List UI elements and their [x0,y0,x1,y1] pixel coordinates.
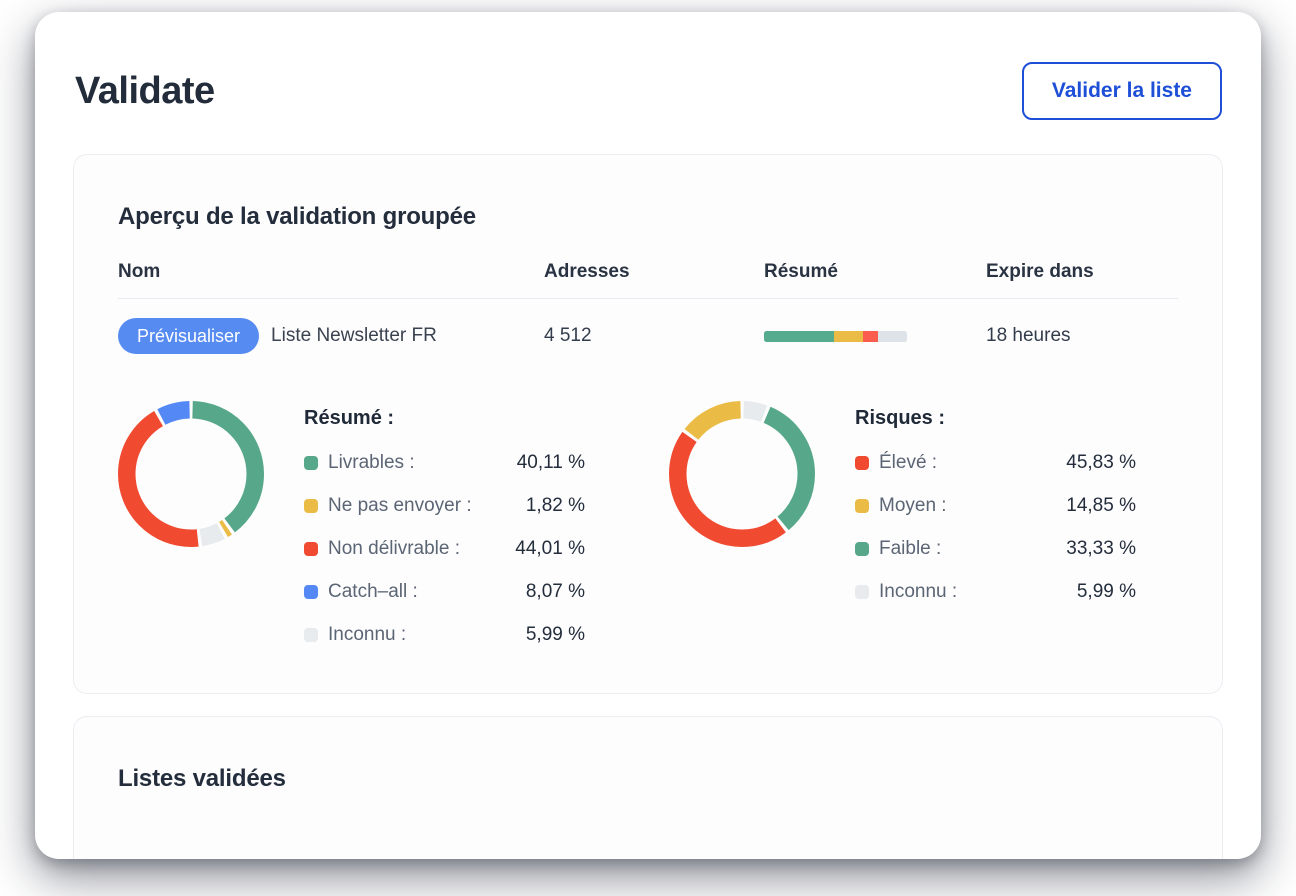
summary-minibar [764,330,907,342]
legend-row: Faible : 33,33 % [855,537,1136,561]
legend-row: Livrables : 40,11 % [304,451,585,475]
risk-legend-title: Risques : [855,407,946,429]
table-divider [118,298,1178,299]
legend-label: Faible : [879,538,942,559]
legend-row: Élevé : 45,83 % [855,451,1136,475]
legend-swatch [304,499,318,513]
expires-value: 18 heures [986,325,1071,346]
legend-label: Inconnu : [879,581,958,602]
legend-value: 45,83 % [1066,452,1136,473]
legend-row: Ne pas envoyer : 1,82 % [304,494,585,518]
legend-label: Élevé : [879,452,938,473]
charts-area: Résumé : Livrables : 40,11 % Ne pas envoye… [118,400,1178,647]
column-header-expire-dans: Expire dans [986,261,1094,282]
risk-legend-rows: Élevé : 45,83 % Moyen : 14,85 % Faible : 33,3… [855,451,1136,604]
minibar-segment-non-delivrable [862,330,879,342]
legend-value: 40,11 % [516,452,585,473]
table-row: Prévisualiser Liste Newsletter FR 4 512 … [118,299,1178,354]
legend-value: 14,85 % [1066,495,1136,516]
column-header-resume: Résumé [764,261,838,282]
validated-heading: Listes validées [118,765,286,792]
donut-segment-non-délivrable [118,401,264,547]
legend-swatch [304,456,318,470]
legend-value: 1,82 % [525,495,585,516]
column-header-adresses: Adresses [544,261,630,282]
legend-label: Non délivrable : [328,538,461,559]
validated-lists-card: Listes validées [73,716,1223,859]
donut-segment-livrables [118,401,264,547]
legend-value: 44,01 % [515,538,585,559]
summary-legend-title: Résumé : [304,407,395,429]
minibar-segment-ne-pas-envoyer [834,330,863,342]
summary-cell [764,330,986,342]
legend-value: 8,07 % [525,581,585,602]
summary-chart-group: Résumé : Livrables : 40,11 % Ne pas envoye… [118,400,627,647]
legend-row: Catch–all : 8,07 % [304,580,585,604]
minibar-segment-livrables [764,330,835,342]
legend-swatch [304,542,318,556]
overview-heading: Aperçu de la validation groupée [118,203,476,230]
summary-legend: Résumé : Livrables : 40,11 % Ne pas envoye… [304,400,585,647]
legend-swatch [304,585,318,599]
risk-chart-group: Risques : Élevé : 45,83 % Moyen : 14,85 % Fa… [669,400,1178,647]
table-header-row: Nom Adresses Résumé Expire dans [118,261,1178,298]
validate-window: Validate Valider la liste Aperçu de la v… [35,12,1261,859]
legend-swatch [855,585,869,599]
risk-donut-chart [669,401,815,547]
page-title: Validate [75,69,215,112]
donut-segment-élevé [669,401,815,547]
legend-row: Inconnu : 5,99 % [855,580,1136,604]
legend-row: Inconnu : 5,99 % [304,623,585,647]
legend-swatch [855,542,869,556]
legend-swatch [855,499,869,513]
legend-value: 33,33 % [1066,538,1136,559]
summary-donut-chart [118,401,264,547]
legend-value: 5,99 % [1076,581,1136,602]
legend-label: Moyen : [879,495,947,516]
preview-button[interactable]: Prévisualiser [118,318,260,354]
name-cell: Prévisualiser Liste Newsletter FR [118,318,544,354]
legend-label: Livrables : [328,452,415,473]
legend-label: Ne pas envoyer : [328,495,472,516]
summary-legend-rows: Livrables : 40,11 % Ne pas envoyer : 1,82 %… [304,451,585,647]
minibar-segment-inconnu [878,330,907,342]
legend-value: 5,99 % [525,624,585,645]
legend-row: Moyen : 14,85 % [855,494,1136,518]
page-header: Validate Valider la liste [35,12,1261,120]
column-header-nom: Nom [118,261,161,282]
validate-list-button[interactable]: Valider la liste [1021,62,1222,120]
legend-swatch [855,456,869,470]
legend-label: Catch–all : [328,581,418,602]
legend-swatch [304,628,318,642]
list-name: Liste Newsletter FR [271,325,437,346]
risk-legend: Risques : Élevé : 45,83 % Moyen : 14,85 % Fa… [855,400,1136,604]
addresses-count: 4 512 [544,325,592,346]
legend-row: Non délivrable : 44,01 % [304,537,585,561]
donut-segment-faible [669,401,815,547]
bulk-validation-overview-card: Aperçu de la validation groupée Nom Adre… [73,154,1223,694]
legend-label: Inconnu : [328,624,407,645]
